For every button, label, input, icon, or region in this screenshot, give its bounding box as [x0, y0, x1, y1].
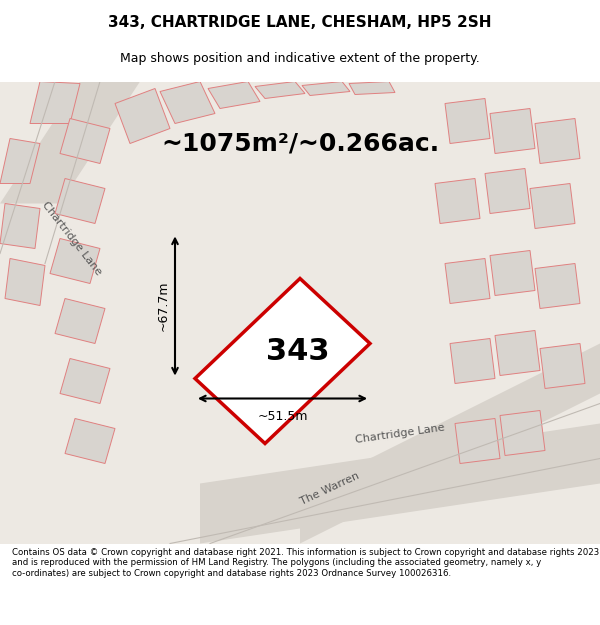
Polygon shape	[55, 179, 105, 224]
Polygon shape	[495, 331, 540, 376]
Text: 343: 343	[266, 336, 329, 366]
Polygon shape	[5, 259, 45, 306]
Polygon shape	[60, 119, 110, 164]
Polygon shape	[455, 419, 500, 464]
Text: Contains OS data © Crown copyright and database right 2021. This information is : Contains OS data © Crown copyright and d…	[12, 548, 599, 578]
Polygon shape	[490, 251, 535, 296]
Polygon shape	[349, 81, 395, 94]
Polygon shape	[450, 339, 495, 384]
Text: ~1075m²/~0.266ac.: ~1075m²/~0.266ac.	[161, 131, 439, 156]
Polygon shape	[255, 81, 305, 99]
Polygon shape	[435, 179, 480, 224]
Text: ~51.5m: ~51.5m	[257, 411, 308, 424]
Text: 343, CHARTRIDGE LANE, CHESHAM, HP5 2SH: 343, CHARTRIDGE LANE, CHESHAM, HP5 2SH	[108, 15, 492, 30]
Polygon shape	[0, 204, 40, 249]
Polygon shape	[0, 139, 40, 184]
Polygon shape	[115, 89, 170, 144]
Polygon shape	[195, 279, 370, 444]
Polygon shape	[535, 264, 580, 309]
Polygon shape	[540, 344, 585, 389]
Polygon shape	[50, 239, 100, 284]
Polygon shape	[302, 81, 350, 96]
Polygon shape	[485, 169, 530, 214]
Polygon shape	[200, 424, 600, 544]
Polygon shape	[535, 119, 580, 164]
Polygon shape	[65, 419, 115, 464]
Polygon shape	[530, 184, 575, 229]
Polygon shape	[300, 344, 600, 544]
Text: The Warren: The Warren	[299, 471, 361, 507]
Polygon shape	[500, 411, 545, 456]
Polygon shape	[445, 259, 490, 304]
Text: Chartridge Lane: Chartridge Lane	[40, 200, 104, 277]
Polygon shape	[55, 299, 105, 344]
Text: Map shows position and indicative extent of the property.: Map shows position and indicative extent…	[120, 52, 480, 65]
Polygon shape	[490, 109, 535, 154]
Polygon shape	[0, 81, 140, 204]
Polygon shape	[208, 81, 260, 109]
Polygon shape	[30, 81, 80, 124]
Text: ~67.7m: ~67.7m	[157, 281, 170, 331]
Polygon shape	[160, 81, 215, 124]
Text: Chartridge Lane: Chartridge Lane	[355, 422, 445, 445]
Polygon shape	[445, 99, 490, 144]
Polygon shape	[60, 359, 110, 404]
